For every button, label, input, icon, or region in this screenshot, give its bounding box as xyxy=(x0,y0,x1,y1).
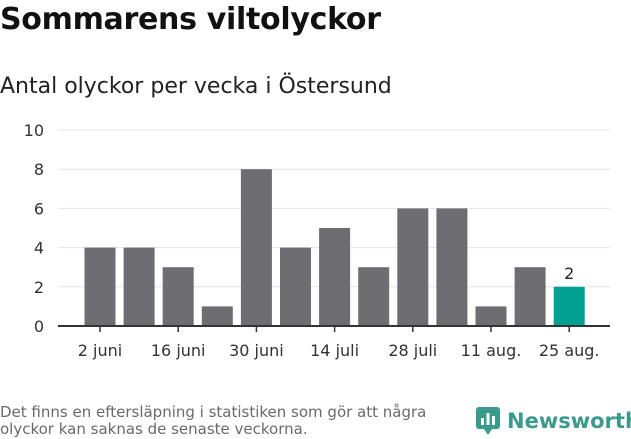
bar xyxy=(162,267,194,326)
bar xyxy=(397,208,429,326)
bar xyxy=(475,306,507,326)
chart-subtitle: Antal olyckor per vecka i Östersund xyxy=(0,74,392,99)
brand-logo: Newsworthy xyxy=(475,406,631,436)
data-label: 2 xyxy=(564,264,574,283)
x-axis-ticks: 2 juni 16 juni 30 juni 14 juli 28 juli 11 aug… xyxy=(78,326,600,360)
brand-name: Newsworthy xyxy=(507,409,631,433)
y-tick-label: 4 xyxy=(34,239,44,258)
x-tick-label: 11 aug. xyxy=(461,341,522,360)
bar xyxy=(201,306,233,326)
x-tick-label: 28 juli xyxy=(388,341,437,360)
bar xyxy=(358,267,390,326)
y-tick-label: 0 xyxy=(34,317,44,336)
y-tick-label: 8 xyxy=(34,160,44,179)
y-axis-tick-labels: 0 2 4 6 8 10 xyxy=(24,121,44,336)
bar xyxy=(319,228,351,326)
bar xyxy=(123,247,155,326)
y-tick-label: 6 xyxy=(34,199,44,218)
bar-chart: 0 2 4 6 8 10 2 2 juni 16 juni 30 juni 14 juli 28 … xyxy=(24,121,610,360)
bar-highlighted xyxy=(553,286,585,326)
x-tick-label: 30 juni xyxy=(229,341,284,360)
y-tick-label: 10 xyxy=(24,121,44,140)
chart-title: Sommarens viltolyckor xyxy=(0,2,381,37)
bar xyxy=(280,247,311,326)
footnote: Det finns en eftersläpning i statistiken… xyxy=(0,403,427,438)
x-tick-label: 2 juni xyxy=(78,341,122,360)
bars: 2 xyxy=(84,169,585,326)
bar xyxy=(436,208,468,326)
x-tick-label: 14 juli xyxy=(310,341,359,360)
bar xyxy=(240,169,272,326)
x-tick-label: 25 aug. xyxy=(539,341,600,360)
newsworthy-chart-logo-icon xyxy=(476,407,500,435)
bar xyxy=(84,247,116,326)
y-tick-label: 2 xyxy=(34,278,44,297)
x-tick-label: 16 juni xyxy=(151,341,206,360)
bar xyxy=(514,267,546,326)
